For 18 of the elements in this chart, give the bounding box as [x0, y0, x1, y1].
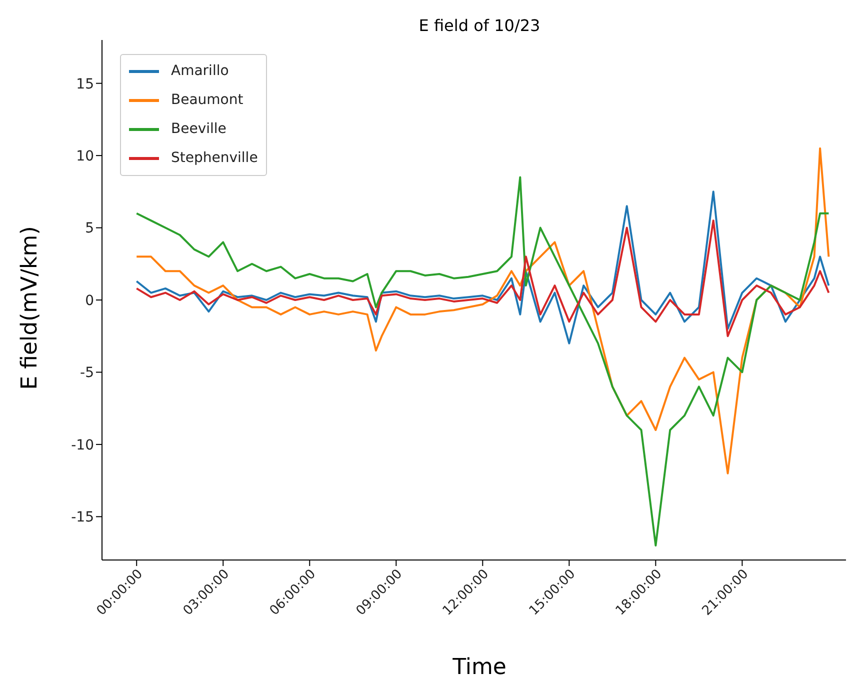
legend-label: Amarillo — [171, 62, 229, 81]
y-tick-label: -15 — [71, 510, 94, 526]
y-tick-label: -5 — [80, 365, 94, 382]
y-axis-title: E field(mV/km) — [18, 226, 42, 390]
legend-label: Beeville — [171, 120, 226, 139]
legend-label: Stephenville — [171, 149, 258, 168]
x-axis-title: Time — [452, 655, 508, 680]
y-tick-label: -10 — [71, 437, 94, 454]
y-tick-label: 0 — [85, 292, 94, 309]
line-series — [136, 176, 830, 547]
line-series — [136, 190, 830, 344]
line-series — [136, 220, 830, 338]
y-tick-label: 15 — [76, 76, 94, 92]
chart-title: E field of 10/23 — [418, 16, 542, 35]
legend-label: Beaumont — [171, 91, 244, 110]
line-series — [136, 147, 830, 474]
y-tick-label: 10 — [76, 148, 94, 165]
y-tick-label: 5 — [85, 220, 94, 237]
